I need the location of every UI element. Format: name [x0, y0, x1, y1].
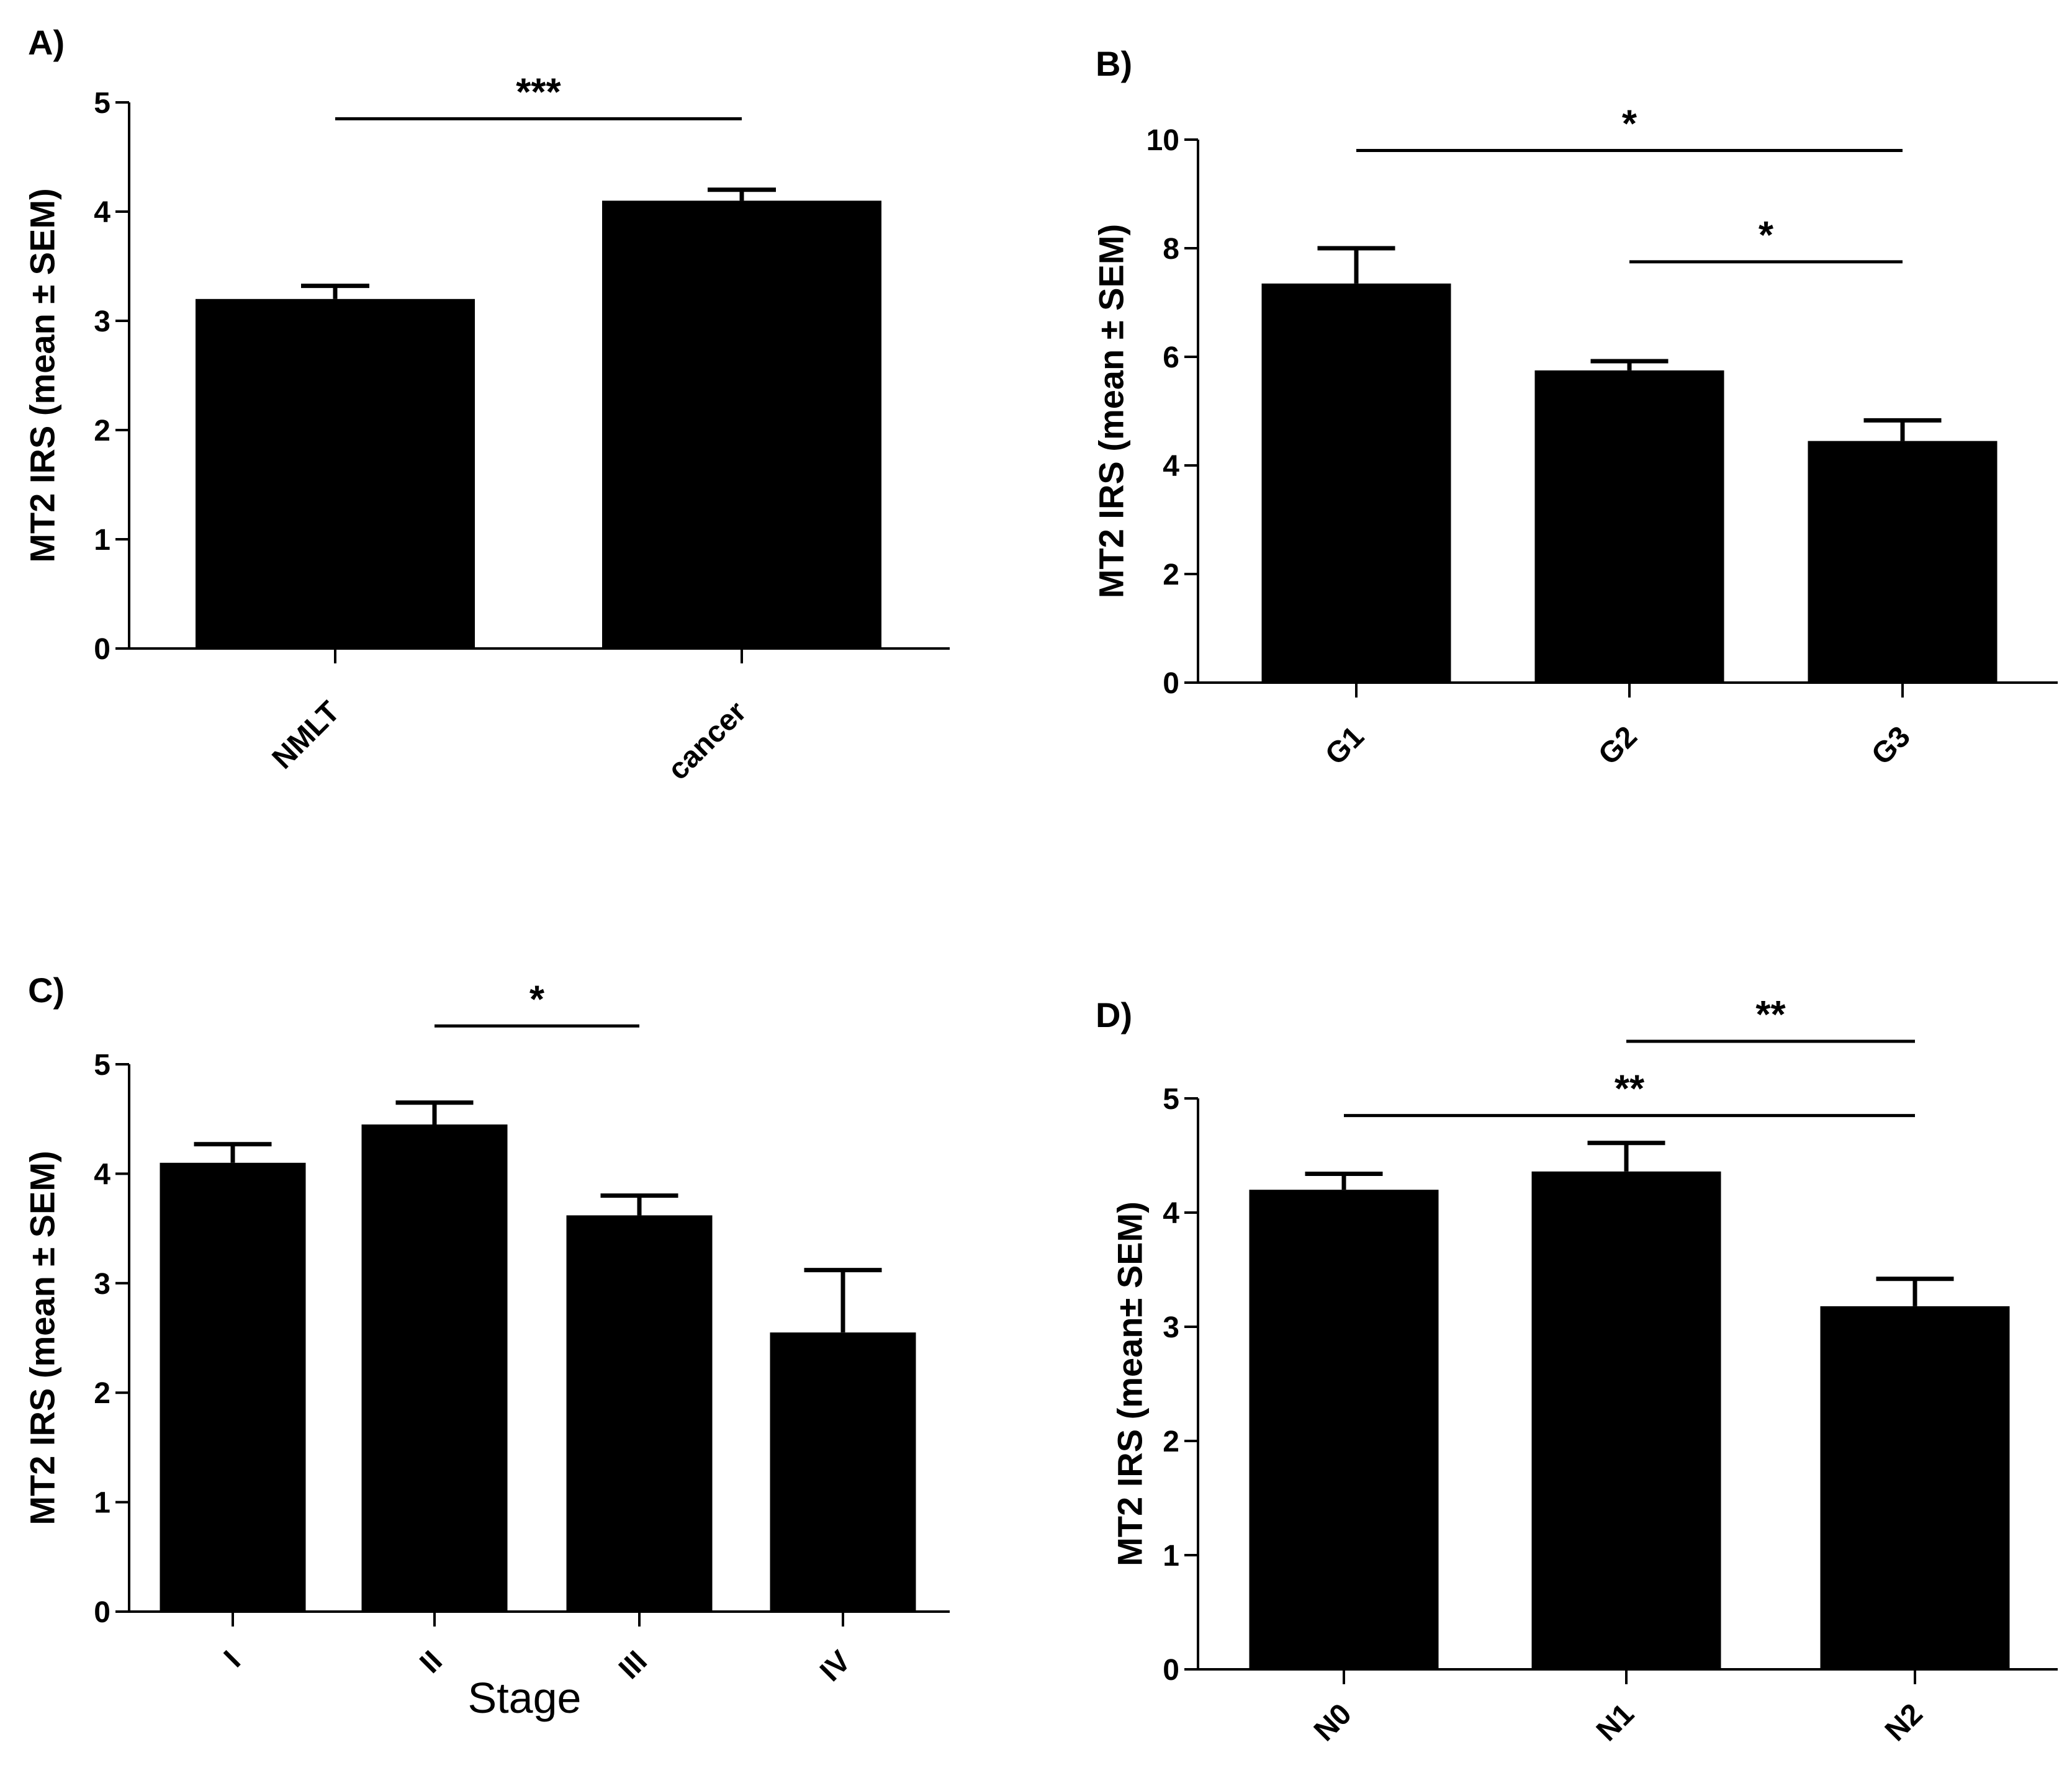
y-tick-label: 2: [94, 1377, 110, 1410]
significance-label: *: [1622, 103, 1637, 146]
y-tick-label: 5: [94, 87, 110, 120]
y-axis-label: MT2 IRS (mean ± SEM): [23, 188, 62, 562]
panel-label: A): [28, 23, 65, 62]
bar: [770, 1332, 916, 1612]
bar: [602, 200, 881, 648]
y-tick-label: 6: [1163, 341, 1179, 374]
significance-label: **: [1755, 994, 1786, 1036]
bar: [1531, 1171, 1721, 1669]
significance-label: *: [529, 978, 545, 1021]
y-tick-label: 10: [1146, 124, 1179, 157]
y-axis-label: MT2 IRS (mean ± SEM): [1092, 224, 1131, 598]
y-axis-label: MT2 IRS (mean± SEM): [1110, 1201, 1150, 1566]
y-tick-label: 4: [1163, 450, 1179, 483]
bar: [1534, 370, 1724, 683]
y-tick-label: 5: [1163, 1083, 1179, 1116]
x-axis-label: Stage: [468, 1674, 582, 1722]
y-tick-label: 0: [94, 1596, 110, 1629]
bar: [196, 298, 475, 648]
y-tick-label: 1: [94, 1487, 110, 1520]
y-tick-label: 3: [1163, 1311, 1179, 1344]
y-tick-label: 1: [94, 524, 110, 557]
bar: [1249, 1190, 1439, 1669]
y-tick-label: 2: [94, 415, 110, 447]
y-tick-label: 1: [1163, 1540, 1179, 1573]
y-tick-label: 2: [1163, 1425, 1179, 1458]
bar: [1808, 441, 1998, 683]
y-tick-label: 5: [94, 1049, 110, 1082]
y-tick-label: 4: [94, 1158, 110, 1191]
significance-label: **: [1615, 1068, 1645, 1111]
bar: [160, 1162, 306, 1612]
y-tick-label: 0: [1163, 1654, 1179, 1687]
y-tick-label: 0: [94, 633, 110, 666]
y-tick-label: 3: [94, 1268, 110, 1301]
bar: [1261, 283, 1451, 683]
y-tick-label: 2: [1163, 559, 1179, 591]
y-tick-label: 4: [1163, 1197, 1179, 1230]
significance-label: *: [1759, 214, 1774, 257]
y-tick-label: 0: [1163, 667, 1179, 700]
y-axis-label: MT2 IRS (mean ± SEM): [23, 1151, 62, 1525]
y-tick-label: 8: [1163, 233, 1179, 266]
bar: [566, 1215, 713, 1612]
panel-label: C): [28, 971, 65, 1010]
panel-label: B): [1096, 44, 1132, 83]
bar: [1820, 1306, 2010, 1669]
significance-label: ***: [516, 71, 561, 114]
y-tick-label: 4: [94, 196, 110, 229]
panel-label: D): [1096, 995, 1132, 1034]
bar: [361, 1124, 508, 1612]
y-tick-label: 3: [94, 305, 110, 338]
